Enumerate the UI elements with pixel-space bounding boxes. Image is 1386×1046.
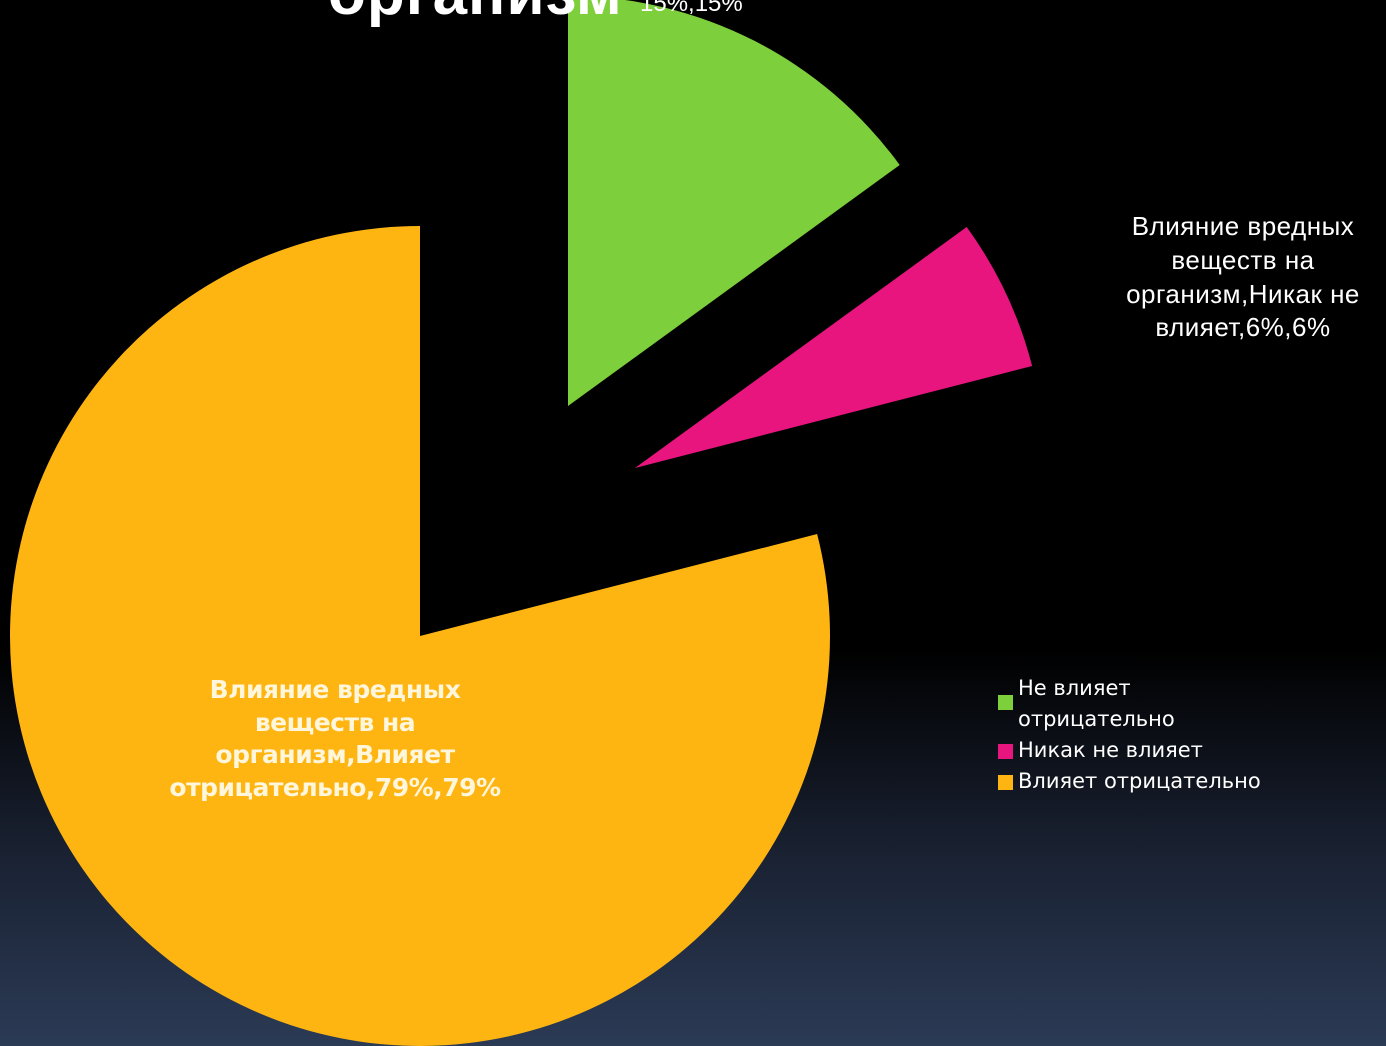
slice-label-orange: Влияние вредных веществ на организм,Влия…: [130, 674, 540, 804]
slice-label-orange-line: организм,Влияет: [215, 740, 455, 769]
legend-label: Влияет отрицательно: [1018, 769, 1261, 793]
pie-slice-not-negative: [568, 0, 900, 406]
slice-label-pink-line: влияет,6%,6%: [1155, 312, 1331, 343]
legend-item-not-negative: Не влияет отрицательно: [996, 673, 1326, 735]
slice-label-pink-line: Влияние вредных: [1131, 211, 1355, 241]
slice-label-pink-line: веществ на: [1171, 244, 1315, 275]
legend-label: Не влияет отрицательно: [1018, 676, 1175, 731]
slice-label-orange-line: веществ на: [254, 707, 416, 737]
slice-label-green: 15%,15%: [640, 0, 743, 17]
chart-legend: Не влияет отрицательно Никак не влияет В…: [996, 673, 1326, 797]
slice-label-orange-line: отрицательно,79%,79%: [169, 772, 501, 802]
legend-swatch-pink: [998, 744, 1013, 759]
legend-item-negative: Влияет отрицательно: [996, 766, 1326, 797]
slice-label-pink: Влияние вредных веществ на организм,Ника…: [1098, 210, 1386, 345]
legend-label: Никак не влияет: [1018, 738, 1203, 762]
slice-label-orange-line: Влияние вредных: [209, 675, 461, 704]
legend-swatch-green: [998, 695, 1013, 710]
slice-label-pink-line: организм,Никак не: [1126, 278, 1360, 309]
pie-slice-no-effect: [635, 227, 1033, 468]
legend-item-no-effect: Никак не влияет: [996, 735, 1326, 766]
legend-swatch-orange: [998, 775, 1013, 790]
chart-title: органи́зм: [328, 0, 623, 29]
pie-slice-negative: [9, 226, 830, 1046]
